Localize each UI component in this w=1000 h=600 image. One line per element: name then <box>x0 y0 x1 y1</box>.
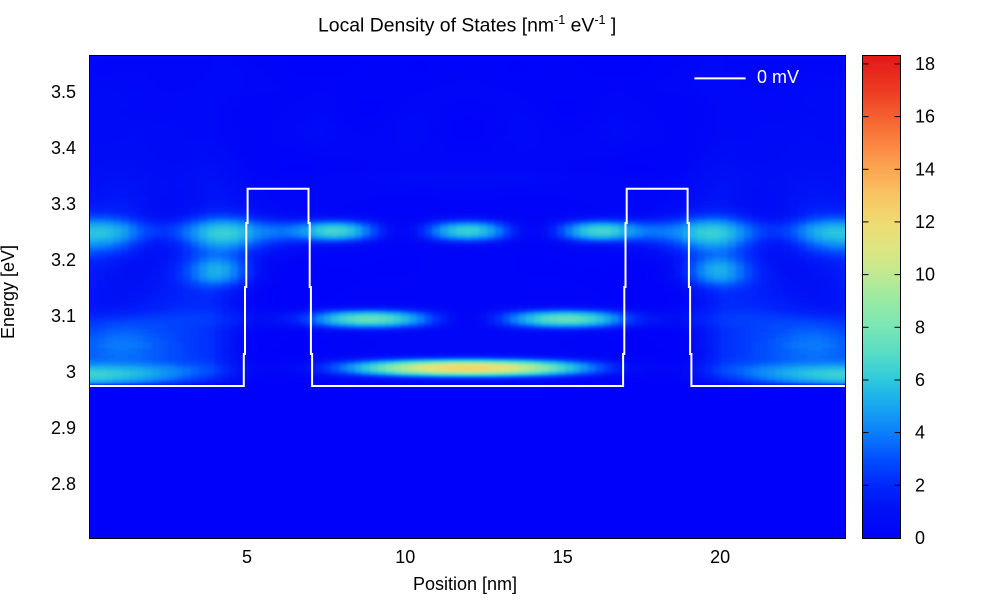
svg-text:6: 6 <box>915 370 925 390</box>
svg-text:12: 12 <box>915 212 935 232</box>
svg-text:3.2: 3.2 <box>51 250 76 270</box>
svg-text:5: 5 <box>242 547 252 567</box>
svg-text:10: 10 <box>395 547 415 567</box>
svg-text:18: 18 <box>915 54 935 74</box>
svg-text:2.8: 2.8 <box>51 474 76 494</box>
svg-text:14: 14 <box>915 159 935 179</box>
svg-text:Energy [eV]: Energy [eV] <box>0 245 18 339</box>
svg-text:3.4: 3.4 <box>51 138 76 158</box>
svg-text:Position [nm]: Position [nm] <box>413 574 517 594</box>
svg-text:16: 16 <box>915 107 935 127</box>
svg-text:3.3: 3.3 <box>51 194 76 214</box>
svg-text:4: 4 <box>915 423 925 443</box>
svg-text:0 mV: 0 mV <box>757 67 799 87</box>
svg-text:2: 2 <box>915 475 925 495</box>
svg-text:3: 3 <box>66 362 76 382</box>
svg-text:Local Density of States [nm-1: Local Density of States [nm-1 eV-1 ] <box>318 13 616 37</box>
svg-text:20: 20 <box>710 547 730 567</box>
svg-text:10: 10 <box>915 265 935 285</box>
svg-text:15: 15 <box>553 547 573 567</box>
svg-text:3.5: 3.5 <box>51 82 76 102</box>
svg-text:8: 8 <box>915 317 925 337</box>
svg-text:0: 0 <box>915 528 925 548</box>
svg-text:3.1: 3.1 <box>51 306 76 326</box>
svg-text:2.9: 2.9 <box>51 418 76 438</box>
